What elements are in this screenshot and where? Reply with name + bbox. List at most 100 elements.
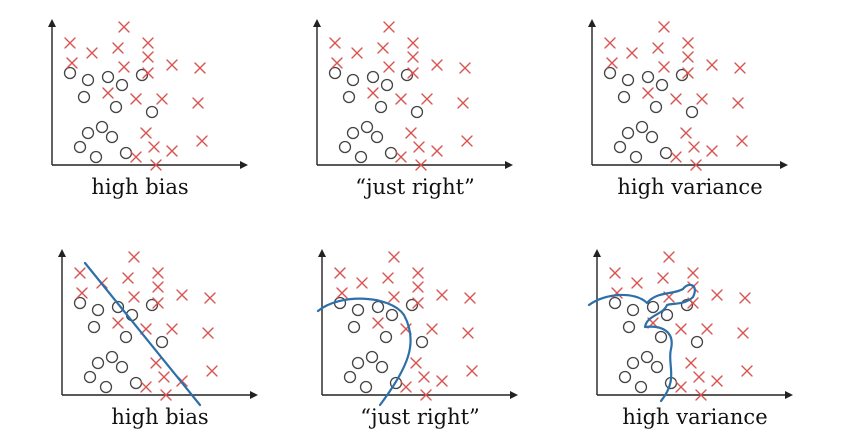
cross-point xyxy=(76,287,88,299)
cross-point xyxy=(377,42,389,54)
x-axis-arrow-icon xyxy=(250,391,258,399)
circle-point xyxy=(410,105,424,119)
circle-point xyxy=(617,90,631,104)
panel-top-high-variance: high variance xyxy=(570,15,790,199)
axes xyxy=(58,249,258,399)
cross-point xyxy=(140,381,152,393)
cross-point xyxy=(737,327,749,339)
circle-point xyxy=(135,68,149,82)
cross-point xyxy=(436,375,448,387)
circle-point xyxy=(649,100,663,114)
circle-point xyxy=(83,370,97,384)
circle-point xyxy=(621,126,635,140)
circle-point xyxy=(400,68,414,82)
circle-point xyxy=(371,300,385,314)
cross-point xyxy=(194,62,206,74)
cross-point xyxy=(739,292,751,304)
cross-point xyxy=(150,357,162,369)
cross-point xyxy=(642,87,654,99)
circle-point xyxy=(659,146,673,160)
cross-point xyxy=(336,287,348,299)
cross-point xyxy=(204,292,216,304)
cross-point xyxy=(670,93,682,105)
circle-point xyxy=(640,350,654,364)
cross-point xyxy=(415,159,427,171)
cross-point xyxy=(657,272,669,284)
circle-point xyxy=(111,300,125,314)
cross-point xyxy=(166,323,178,335)
circle-point xyxy=(384,146,398,160)
decision-boundary xyxy=(316,297,412,407)
x-axis-arrow-icon xyxy=(240,161,248,169)
cross-point xyxy=(66,57,78,69)
cross-point xyxy=(711,375,723,387)
cross-point xyxy=(405,127,417,139)
cross-point xyxy=(176,289,188,301)
cross-point xyxy=(192,97,204,109)
panel-top-just-right: “just right” xyxy=(295,15,515,199)
scatter-plot xyxy=(316,249,518,407)
y-axis-arrow-icon xyxy=(58,249,66,257)
circle-point xyxy=(608,296,622,310)
axes xyxy=(593,249,793,399)
circle-point xyxy=(374,100,388,114)
circle-point xyxy=(622,320,636,334)
circle-point xyxy=(634,380,648,394)
scatter-plot xyxy=(313,19,513,171)
circle-point xyxy=(99,380,113,394)
cross-point xyxy=(148,141,160,153)
cross-point xyxy=(418,371,430,383)
cross-point xyxy=(356,277,368,289)
cross-point xyxy=(682,67,694,79)
circle-point xyxy=(370,130,384,144)
cross-point xyxy=(431,145,443,157)
cross-point xyxy=(202,327,214,339)
scatter-plot xyxy=(58,249,258,407)
cross-point xyxy=(461,135,473,147)
circle-point xyxy=(675,68,689,82)
cross-point xyxy=(459,62,471,74)
axes xyxy=(313,19,513,169)
cross-point xyxy=(112,42,124,54)
cross-point xyxy=(675,323,687,335)
cross-point xyxy=(156,93,168,105)
caption-high-variance: high variance xyxy=(617,175,763,199)
circle-point xyxy=(346,126,360,140)
circle-point xyxy=(618,370,632,384)
circle-point xyxy=(91,303,105,317)
circle-point xyxy=(415,335,429,349)
circle-point xyxy=(328,66,342,80)
cross-point xyxy=(410,357,422,369)
scatter-plot xyxy=(48,19,248,171)
cross-point xyxy=(670,151,682,163)
circle-point xyxy=(87,320,101,334)
circle-point xyxy=(351,303,365,317)
cross-point xyxy=(166,145,178,157)
cross-point xyxy=(706,59,718,71)
circle-point xyxy=(338,140,352,154)
circle-point xyxy=(95,120,109,134)
cross-point xyxy=(412,281,424,293)
cross-point xyxy=(462,327,474,339)
circle-point xyxy=(379,330,393,344)
panel-bottom-just-right: “just right” xyxy=(300,245,520,429)
cross-point xyxy=(351,47,363,59)
circle-point xyxy=(626,303,640,317)
x-axis-arrow-icon xyxy=(510,391,518,399)
cross-point xyxy=(609,267,621,279)
circle-point xyxy=(145,298,159,312)
cross-point xyxy=(388,251,400,263)
cross-point xyxy=(680,127,692,139)
cross-point xyxy=(140,323,152,335)
cross-point xyxy=(706,145,718,157)
cross-point xyxy=(604,37,616,49)
circle-point xyxy=(89,150,103,164)
cross-point xyxy=(128,251,140,263)
x-axis-arrow-icon xyxy=(780,161,788,169)
cross-point xyxy=(685,357,697,369)
circle-point xyxy=(105,130,119,144)
axes xyxy=(48,19,248,169)
cross-point xyxy=(631,277,643,289)
cross-point xyxy=(118,21,130,33)
circle-point xyxy=(346,73,360,87)
